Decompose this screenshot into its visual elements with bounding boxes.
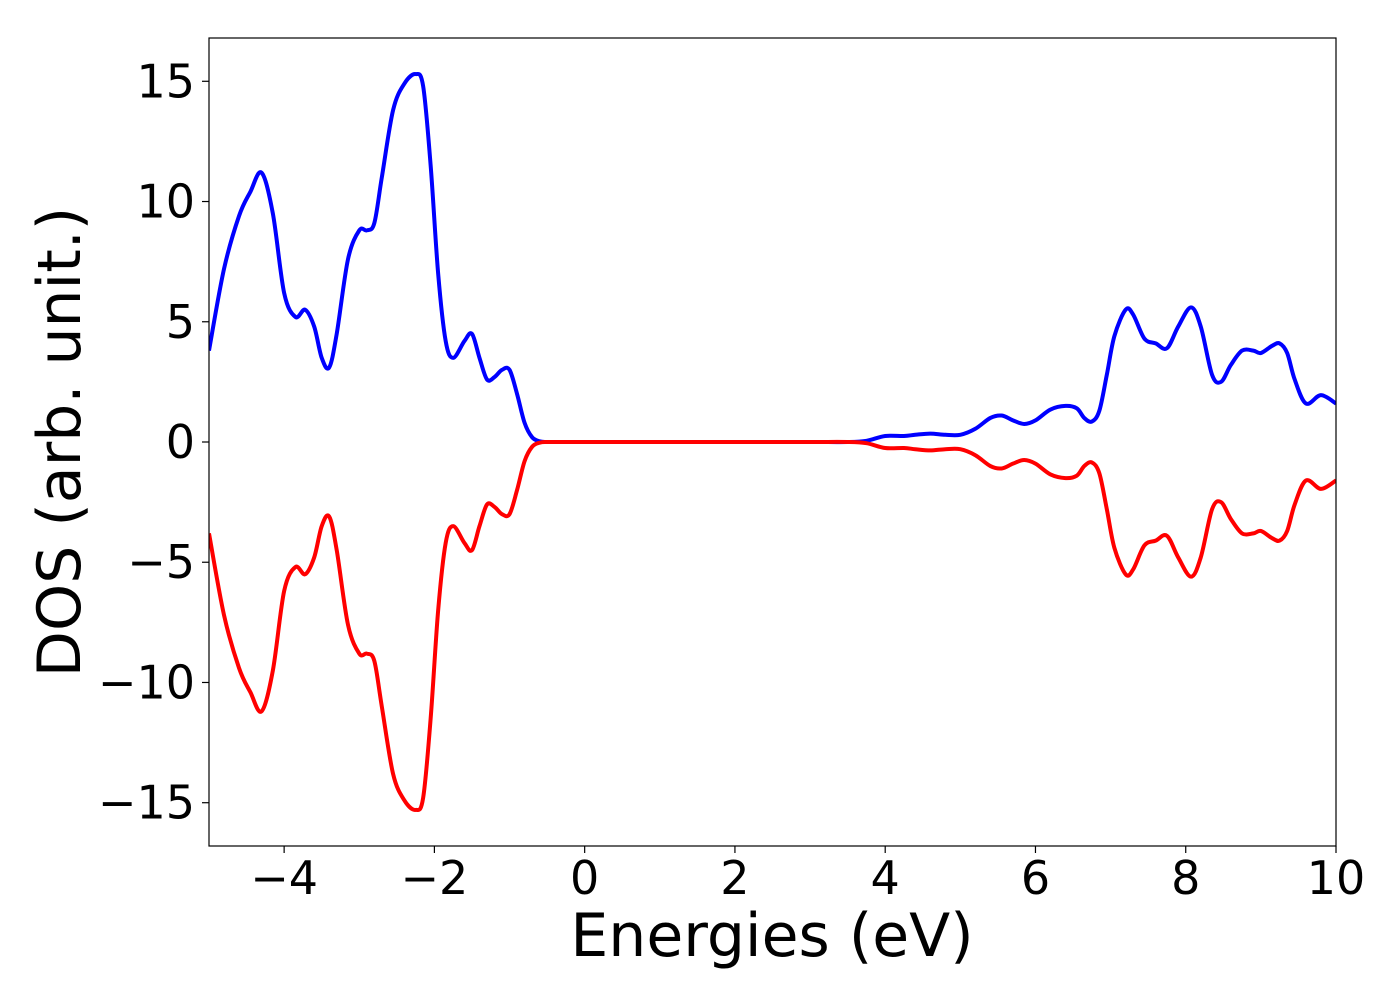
y-tick-label: −10	[98, 655, 195, 709]
x-tick-label: 4	[871, 851, 900, 905]
series-line-2	[209, 439, 1336, 813]
y-tick-label: 15	[136, 54, 195, 108]
y-axis: −15 −10 −5 0 5 10 15	[98, 54, 209, 830]
x-tick-label: 2	[720, 851, 749, 905]
x-axis: −4 −2 0 2 4 6 8 10	[250, 846, 1365, 905]
x-tick-label: 8	[1171, 851, 1200, 905]
x-tick-label: 10	[1307, 851, 1366, 905]
y-tick-label: 0	[166, 415, 195, 469]
y-tick-label: −5	[127, 535, 195, 589]
y-tick-label: −15	[98, 776, 195, 830]
y-tick-label: 10	[136, 175, 195, 229]
x-tick-label: −2	[400, 851, 468, 905]
y-axis-label: DOS (arb. unit.)	[25, 207, 95, 677]
series-layer	[209, 71, 1336, 813]
x-axis-label: Energies (eV)	[570, 901, 973, 971]
y-tick-label: 5	[166, 295, 195, 349]
x-tick-label: −4	[250, 851, 318, 905]
x-tick-label: 6	[1021, 851, 1050, 905]
x-tick-label: 0	[570, 851, 599, 905]
